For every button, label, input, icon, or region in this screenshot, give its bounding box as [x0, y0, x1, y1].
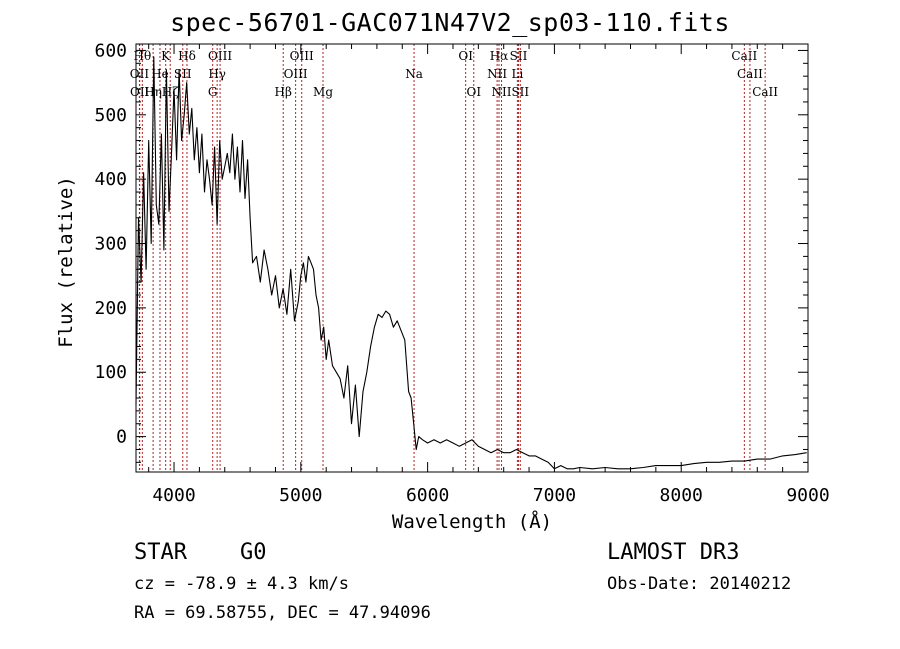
y-axis-label: Flux (relative) — [55, 176, 77, 348]
x-tick-labels: 4000 5000 6000 7000 8000 9000 — [152, 485, 829, 506]
x-axis-label: Wavelength (Å) — [392, 510, 552, 533]
line-label-2: Hδ — [178, 49, 196, 63]
y-tick-label: 0 — [116, 427, 127, 448]
line-label-12: Hγ — [208, 67, 226, 81]
line-label-1: K — [161, 49, 171, 63]
line-label-24: OI — [466, 85, 481, 99]
y-tick-label: 500 — [94, 105, 127, 126]
line-label-0: Hθ — [133, 49, 151, 63]
line-label-14: Na — [405, 67, 423, 81]
y-tick-labels: 0 100 200 300 400 500 600 — [94, 40, 127, 447]
line-label-11: SII — [174, 67, 192, 81]
line-label-20: Hζ — [162, 85, 179, 99]
x-tick-label: 9000 — [786, 485, 829, 506]
line-label-18: OII — [130, 85, 150, 99]
line-label-10: He — [151, 67, 169, 81]
y-tick-label: 100 — [94, 362, 127, 383]
line-label-5: OI — [458, 49, 473, 63]
plot-frame — [135, 43, 809, 473]
line-label-7: SII — [510, 49, 528, 63]
line-label-6: Hα — [490, 49, 509, 63]
line-label-22: Hβ — [275, 85, 292, 99]
flux-series-line — [135, 56, 807, 470]
y-tick-label: 400 — [94, 169, 127, 190]
y-tick-label: 200 — [94, 298, 127, 319]
survey-name: LAMOST DR3 — [607, 540, 740, 565]
line-label-3: OIII — [208, 49, 232, 63]
y-tick-label: 600 — [94, 40, 127, 61]
axis-ticks — [136, 44, 809, 472]
observation-date: Obs-Date: 20140212 — [607, 574, 792, 594]
line-label-15: NII — [487, 67, 507, 81]
chart-title: spec-56701-GAC071N47V2_sp03-110.fits — [170, 8, 730, 37]
line-label-23: Mg — [313, 85, 333, 99]
x-tick-label: 5000 — [279, 485, 322, 506]
object-subclass: G0 — [240, 540, 267, 565]
x-tick-label: 8000 — [660, 485, 703, 506]
line-label-25: NII — [492, 85, 512, 99]
object-class: STAR — [134, 540, 187, 565]
line-label-16: Li — [511, 67, 523, 81]
x-tick-label: 7000 — [533, 485, 576, 506]
line-label-8: CaII — [731, 49, 757, 63]
line-label-26: SII — [511, 85, 529, 99]
redshift-velocity: cz = -78.9 ± 4.3 km/s — [134, 574, 349, 594]
line-label-4: OIII — [290, 49, 314, 63]
line-label-17: CaII — [737, 67, 763, 81]
x-tick-label: 6000 — [406, 485, 449, 506]
x-tick-label: 4000 — [152, 485, 195, 506]
sky-coordinates: RA = 69.58755, DEC = 47.94096 — [134, 603, 431, 623]
line-label-21: G — [208, 85, 218, 99]
line-label-13: OIII — [284, 67, 308, 81]
y-tick-label: 300 — [94, 234, 127, 255]
line-label-27: CaII — [752, 85, 778, 99]
